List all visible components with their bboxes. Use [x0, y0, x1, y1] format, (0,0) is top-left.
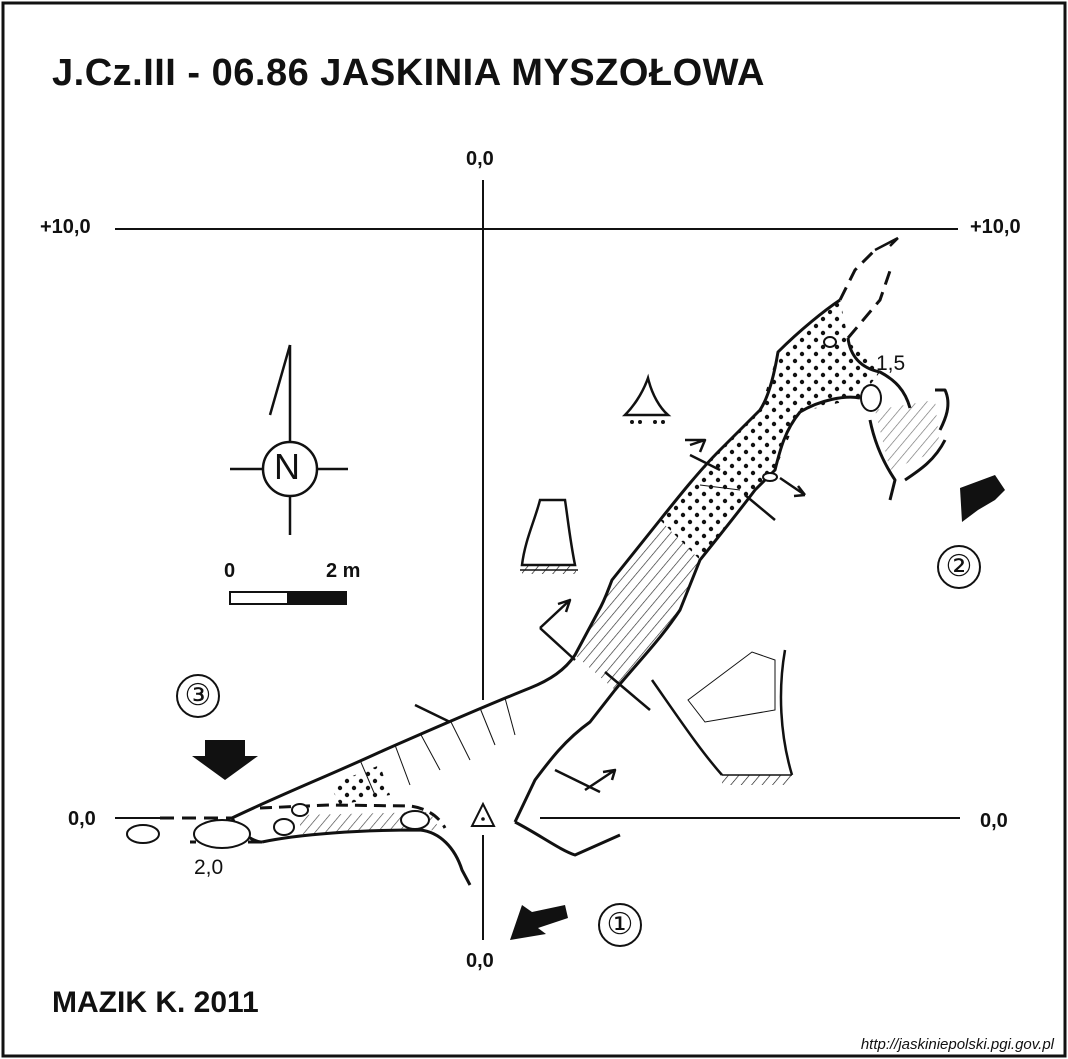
- entrance-marker-3: ③: [176, 674, 220, 718]
- scale-bar: [229, 591, 347, 605]
- entrance-marker-2: ②: [937, 545, 981, 589]
- entrance-marker-1: ①: [598, 903, 642, 947]
- grid-label-top-zero: 0,0: [466, 148, 494, 170]
- source-url: http://jaskiniepolski.pgi.gov.pl: [860, 1036, 1054, 1053]
- scale-bar-end-label: 2 m: [326, 560, 361, 582]
- compass-letter: N: [274, 446, 300, 487]
- boulders: [126, 336, 882, 849]
- grid-label-left-zero: 0,0: [68, 808, 96, 830]
- cross-section-3: [650, 649, 794, 785]
- grid-label-right-plus10: +10,0: [970, 216, 1021, 238]
- scale-bar-start-label: 0: [224, 560, 236, 582]
- survey-datum-icon: [470, 801, 496, 827]
- section-arrows: [414, 236, 899, 794]
- grid-label-right-zero: 0,0: [980, 810, 1008, 832]
- north-arrow-icon: [230, 344, 348, 535]
- entrance-arrow-3-icon: [192, 740, 258, 780]
- cross-section-1: [520, 498, 578, 574]
- entrance-arrow-1-icon: [510, 905, 568, 940]
- passage-floor-texture: [300, 300, 940, 834]
- grid-label-left-plus10: +10,0: [40, 216, 91, 238]
- height-label-chamber: 1,5: [876, 352, 906, 375]
- height-label-passage: 2,0: [194, 856, 224, 879]
- cross-section-2: [621, 373, 672, 424]
- slope-lines: [359, 484, 741, 796]
- author-credit: MAZIK K. 2011: [52, 986, 259, 1019]
- coordinate-grid: [115, 180, 960, 940]
- grid-label-bottom-zero: 0,0: [466, 950, 494, 972]
- map-title: J.Cz.III - 06.86 JASKINIA MYSZOŁOWA: [52, 52, 765, 94]
- entrance-arrow-2-icon: [960, 475, 1005, 522]
